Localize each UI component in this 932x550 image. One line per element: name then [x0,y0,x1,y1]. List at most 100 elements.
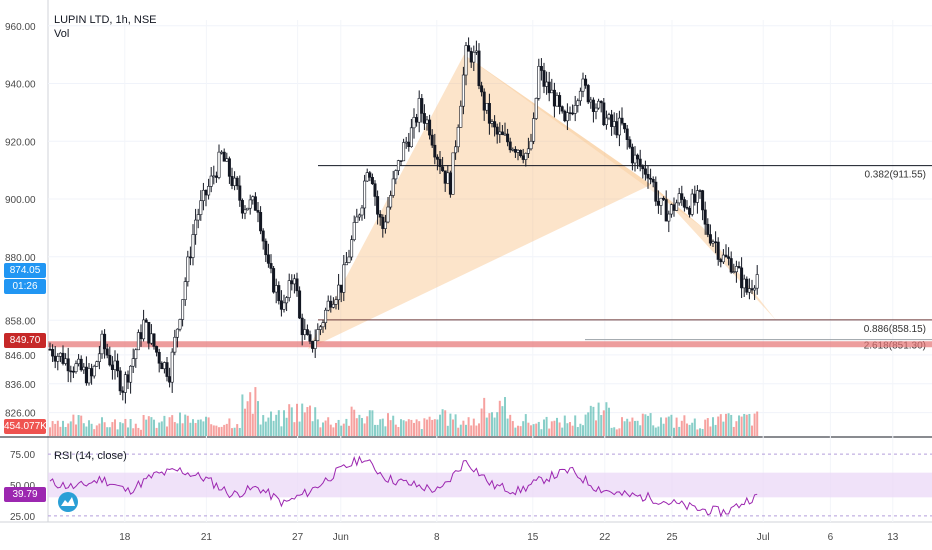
candle-body [173,336,177,353]
volume-bar [485,417,488,436]
candle-body [100,333,104,355]
candle-body [95,361,99,367]
candle-body [321,322,325,328]
candle-body [617,117,621,136]
volume-bar [119,422,122,436]
candle-body [178,319,182,330]
candle-body [391,178,395,196]
volume-bar [743,413,746,436]
volume-bar [496,412,499,436]
candle-body [685,206,689,209]
candle-body [659,197,663,206]
volume-bar [82,423,85,436]
volume-bar [361,417,363,436]
candle-body [259,212,263,232]
candle-body [207,186,211,196]
volume-bar [233,427,236,436]
volume-bar [160,421,163,436]
candle-body [386,206,390,223]
volume-bar [751,425,753,436]
candle-body [409,127,413,148]
candle-body [82,366,86,371]
volume-bar [530,425,532,436]
candle-body [636,154,640,160]
candle-body [196,214,200,221]
volume-bar [524,414,527,436]
candle-body [412,117,416,129]
y-tick-label: 960.00 [5,22,36,33]
x-tick-label: 27 [292,532,304,543]
candle-body [266,254,270,264]
volume-bar [631,417,634,436]
candle-body [277,285,281,302]
candle-body [118,370,122,392]
candle-body [368,172,372,178]
volume-bar [371,410,374,436]
volume-bar [582,425,584,436]
candle-body [77,358,81,365]
volume-bar [509,414,512,436]
volume-bar [244,408,246,436]
volume-bar [345,418,348,436]
volume-bar [436,419,439,436]
volume-bar [49,427,51,436]
volume-bar [561,427,564,436]
volume-bar [683,415,686,436]
volume-bar [696,429,699,436]
volume-bar [649,413,652,436]
candle-body [64,358,68,364]
candle-body [607,114,611,119]
x-tick-label: 13 [887,532,899,543]
candle-body [485,102,489,111]
candle-body [295,278,299,292]
volume-bar [423,418,426,436]
volume-bar [545,416,548,436]
volume-bar [93,429,96,436]
volume-bar [64,426,67,436]
volume-bar [732,426,735,436]
symbol-title: LUPIN LTD, 1h, NSE [54,14,157,26]
candle-body [568,112,572,114]
candle-body [690,193,694,215]
candle-body [708,234,712,244]
candle-body [664,199,668,222]
candle-body [610,114,614,127]
volume-bar [335,422,337,436]
candle-body [646,174,650,179]
candle-body [246,207,250,211]
volume-bar [374,424,376,436]
candle-body [331,304,335,308]
y-tick-label: 880.00 [5,253,36,264]
candle-body [615,121,619,136]
volume-bar [613,427,616,436]
volume-bar [511,421,514,436]
candle-body [357,214,361,218]
volume-bar [124,418,127,436]
volume-bar [441,409,444,436]
candle-body [142,319,146,340]
pattern-triangle-abc [464,54,704,228]
volume-bar [246,401,249,436]
volume-bar [662,423,665,436]
volume-bar [306,407,309,436]
volume-bar [644,414,647,436]
candle-body [451,152,455,195]
volume-bar [576,427,579,436]
candle-body [550,89,554,94]
volume-bar [62,420,64,436]
candle-body [594,107,598,112]
candle-body [326,300,330,311]
volume-bar [153,419,155,436]
candle-body [677,193,681,204]
candle-body [313,340,317,349]
rsi-value-tag: 39.79 [4,487,46,502]
volume-bar [675,417,678,436]
volume-bar [394,424,397,436]
volume-bar [735,421,738,436]
candle-body [56,356,60,362]
volume-bar [605,402,608,436]
support-price-tag: 849.70 [4,333,46,348]
volume-bar [197,419,200,436]
volume-bar [114,419,116,436]
